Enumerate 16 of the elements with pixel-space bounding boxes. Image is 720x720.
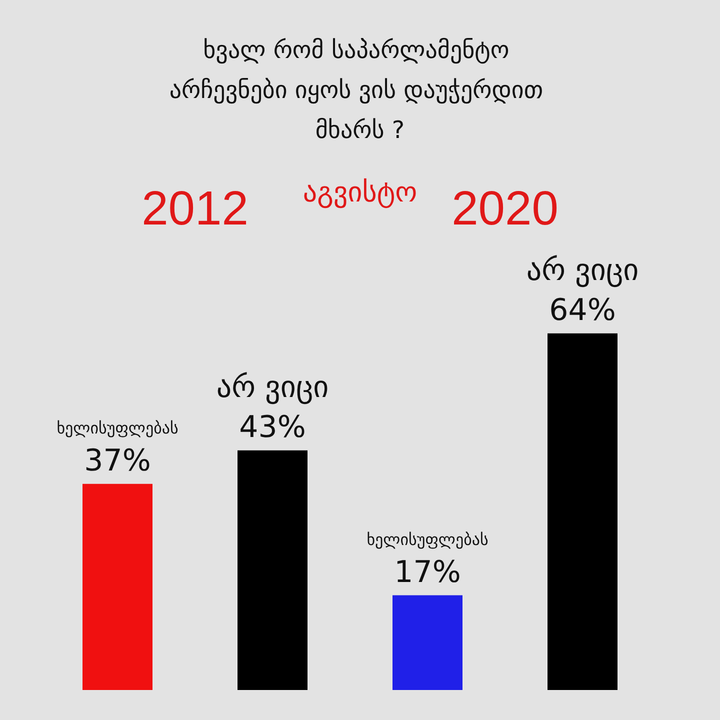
data-label: 43% — [239, 410, 306, 445]
x-tick-label: ხელისუფლებას — [366, 530, 488, 549]
text: 2012 — [142, 182, 248, 236]
bar — [392, 595, 462, 690]
x-tick-label: არ ვიცი — [526, 252, 639, 288]
text: 2020 — [452, 182, 558, 236]
bar — [82, 484, 152, 690]
x-tick-label: არ ვიცი — [216, 370, 329, 405]
x-tick-label: ხელისუფლებას — [56, 418, 178, 438]
bar — [238, 450, 308, 690]
chart-title: ხვალ რომ საპარლამენტო არჩევნები იყოს ვის დაუჭერდით მხარს ? — [169, 36, 551, 144]
chart-subtitle: აგვისტო — [302, 176, 418, 208]
data-label: 64% — [549, 292, 616, 328]
data-label: 17% — [394, 554, 461, 590]
bar — [548, 333, 618, 690]
data-label: 37% — [84, 443, 151, 478]
